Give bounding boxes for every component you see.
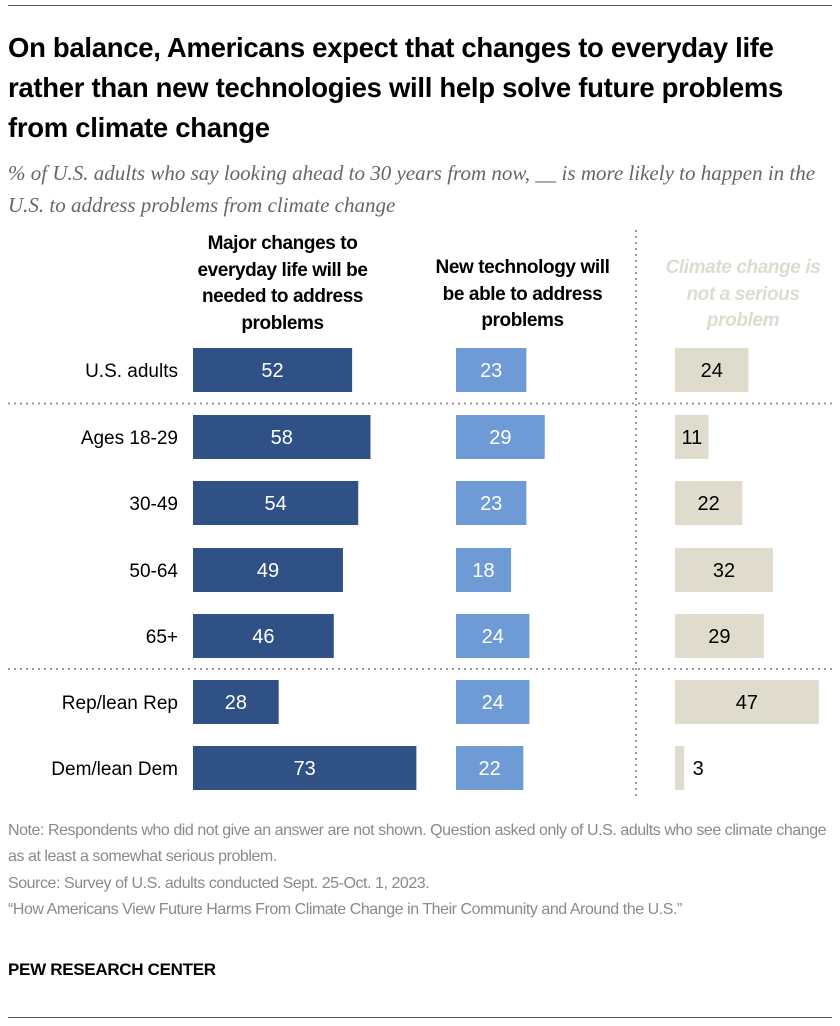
bar (456, 348, 527, 392)
bar (675, 680, 819, 724)
data-label: 23 (480, 360, 502, 382)
series-header-new-technology: New technology will be able to address p… (435, 257, 610, 331)
category-label: Ages 18-29 (81, 428, 178, 449)
bar (456, 481, 527, 525)
data-label: 24 (482, 626, 504, 648)
bar (456, 415, 545, 459)
data-label: 23 (480, 493, 502, 515)
chart-title: On balance, Americans expect that change… (8, 32, 784, 143)
bar (193, 481, 359, 525)
report-title-text: “How Americans View Future Harms From Cl… (8, 901, 682, 918)
bar (193, 348, 353, 392)
category-label: 50-64 (129, 561, 178, 582)
bar (675, 548, 773, 592)
data-label: 52 (261, 360, 283, 382)
data-label: 73 (294, 758, 316, 780)
bar (193, 746, 417, 790)
chart-subtitle: % of U.S. adults who say looking ahead t… (8, 161, 816, 217)
series-header-major-changes: Major changes to everyday life will be n… (197, 233, 368, 334)
data-label: 47 (736, 692, 758, 714)
top-rule (8, 5, 832, 6)
data-label: 58 (271, 427, 293, 449)
data-label: 11 (681, 427, 702, 449)
bar (675, 348, 749, 392)
data-label: 46 (252, 626, 274, 648)
bar (193, 415, 371, 459)
data-label: 18 (472, 560, 494, 582)
category-label: Dem/lean Dem (51, 759, 178, 780)
data-label: 3 (693, 758, 704, 780)
data-label: 49 (257, 560, 279, 582)
bar (675, 415, 709, 459)
data-label: 24 (482, 692, 504, 714)
source-text: Source: Survey of U.S. adults conducted … (8, 875, 430, 892)
category-label: Rep/lean Rep (62, 693, 178, 714)
data-label: 24 (701, 360, 723, 382)
bar (675, 481, 743, 525)
bar (675, 746, 685, 790)
data-label: 54 (264, 493, 286, 515)
bar (675, 614, 764, 658)
bar (193, 680, 279, 724)
bar (456, 746, 524, 790)
series-header-not-serious: Climate change is not a serious problem (665, 257, 821, 331)
note-text: Note: Respondents who did not give an an… (8, 822, 827, 866)
data-label: 29 (489, 427, 511, 449)
category-label: 65+ (146, 627, 178, 648)
category-label: 30-49 (129, 494, 178, 515)
bar (193, 614, 334, 658)
bottom-rule (8, 1017, 832, 1018)
data-label: 28 (225, 692, 247, 714)
data-label: 32 (713, 560, 735, 582)
category-label: U.S. adults (85, 361, 178, 382)
pew-logo-text: PEW RESEARCH CENTER (8, 960, 216, 979)
data-label: 22 (698, 493, 720, 515)
bar (456, 614, 530, 658)
data-label: 22 (479, 758, 501, 780)
bar (193, 548, 343, 592)
data-label: 29 (708, 626, 730, 648)
bar (456, 548, 512, 592)
bar (456, 680, 530, 724)
